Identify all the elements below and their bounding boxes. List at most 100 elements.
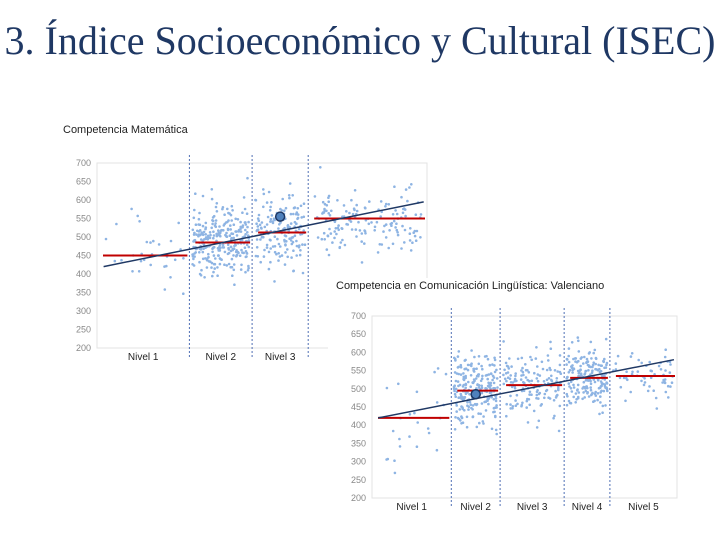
data-point	[339, 246, 342, 249]
data-point	[214, 257, 217, 260]
data-point	[262, 188, 265, 191]
data-point	[138, 270, 141, 273]
data-point	[520, 369, 523, 372]
data-point	[266, 223, 269, 226]
data-point	[317, 236, 320, 239]
data-point	[489, 392, 492, 395]
data-point	[481, 402, 484, 405]
data-point	[462, 384, 465, 387]
data-point	[648, 385, 651, 388]
data-point	[322, 201, 325, 204]
data-point	[290, 256, 293, 259]
y-tick-label: 650	[351, 329, 366, 339]
data-point	[525, 406, 528, 409]
data-point	[164, 288, 167, 291]
data-point	[206, 266, 209, 269]
data-point	[603, 367, 606, 370]
data-point	[411, 241, 414, 244]
data-point	[495, 429, 498, 432]
data-point	[409, 232, 412, 235]
data-point	[454, 395, 457, 398]
y-tick-label: 400	[351, 420, 366, 430]
data-point	[605, 364, 608, 367]
data-point	[571, 369, 574, 372]
data-point	[600, 364, 603, 367]
data-point	[244, 208, 247, 211]
data-point	[345, 223, 348, 226]
data-point	[548, 367, 551, 370]
data-point	[558, 430, 561, 433]
data-point	[376, 221, 379, 224]
data-point	[599, 386, 602, 389]
data-point	[202, 247, 205, 250]
data-point	[385, 236, 388, 239]
data-point	[209, 231, 212, 234]
data-point	[602, 361, 605, 364]
data-point	[406, 200, 409, 203]
data-point	[590, 341, 593, 344]
data-point	[463, 409, 466, 412]
data-point	[281, 198, 284, 201]
data-point	[198, 230, 201, 233]
data-point	[247, 267, 250, 270]
data-point	[388, 229, 391, 232]
data-point	[114, 260, 117, 263]
data-point	[373, 229, 376, 232]
data-point	[599, 391, 602, 394]
data-point	[594, 381, 597, 384]
data-point	[648, 361, 651, 364]
data-point	[364, 207, 367, 210]
data-point	[508, 367, 511, 370]
y-tick-label: 250	[76, 325, 91, 335]
data-point	[207, 238, 210, 241]
data-point	[231, 258, 234, 261]
data-point	[580, 356, 583, 359]
data-point	[214, 224, 217, 227]
data-point	[323, 232, 326, 235]
data-point	[396, 229, 399, 232]
data-point	[470, 349, 473, 352]
data-point	[647, 390, 650, 393]
data-point	[416, 421, 419, 424]
data-point	[503, 369, 506, 372]
data-point	[460, 373, 463, 376]
data-point	[266, 246, 269, 249]
data-point	[414, 235, 417, 238]
data-point	[219, 263, 222, 266]
data-point	[485, 387, 488, 390]
data-point	[239, 221, 242, 224]
data-point	[575, 357, 578, 360]
data-point	[277, 252, 280, 255]
data-point	[198, 218, 201, 221]
data-point	[416, 230, 419, 233]
data-point	[427, 427, 430, 430]
data-point	[304, 243, 307, 246]
data-point	[212, 220, 215, 223]
data-point	[218, 232, 221, 235]
data-point	[261, 236, 264, 239]
data-point	[238, 230, 241, 233]
data-point	[233, 245, 236, 248]
data-point	[269, 220, 272, 223]
data-point	[568, 385, 571, 388]
data-point	[601, 411, 604, 414]
data-point	[327, 200, 330, 203]
data-point	[284, 263, 287, 266]
highlight-point	[276, 212, 285, 221]
data-point	[222, 243, 225, 246]
data-point	[590, 389, 593, 392]
data-point	[217, 249, 220, 252]
data-point	[602, 405, 605, 408]
data-point	[620, 386, 623, 389]
data-point	[193, 233, 196, 236]
data-point	[577, 336, 580, 339]
data-point	[399, 445, 402, 448]
data-point	[231, 205, 234, 208]
data-point	[229, 224, 232, 227]
data-point	[464, 359, 467, 362]
data-point	[224, 234, 227, 237]
data-point	[577, 360, 580, 363]
data-point	[140, 260, 143, 263]
data-point	[665, 391, 668, 394]
data-point	[486, 378, 489, 381]
